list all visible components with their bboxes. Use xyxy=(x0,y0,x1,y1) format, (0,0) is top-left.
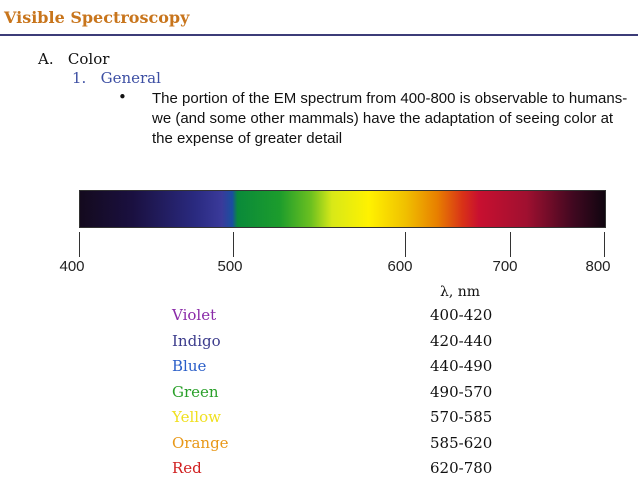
tick-mark-400 xyxy=(79,232,80,257)
tick-mark-600 xyxy=(405,232,406,257)
wavelength-range-orange: 585-620 xyxy=(430,433,493,452)
bullet-icon: • xyxy=(118,88,127,106)
color-name-green: Green xyxy=(172,382,219,401)
color-name-indigo: Indigo xyxy=(172,331,221,350)
tick-label-800: 800 xyxy=(585,258,611,275)
tick-label-700: 700 xyxy=(492,258,518,275)
title-divider xyxy=(0,34,638,36)
tick-mark-700 xyxy=(510,232,511,257)
outline-item-a: A. Color xyxy=(38,50,110,68)
color-name-yellow: Yellow xyxy=(172,408,221,426)
tick-mark-500 xyxy=(233,232,234,257)
wavelength-range-indigo: 420-440 xyxy=(430,331,493,350)
visible-spectrum-bar xyxy=(79,190,606,228)
color-name-orange: Orange xyxy=(172,433,229,452)
slide-title: Visible Spectroscopy xyxy=(4,8,190,27)
wavelength-range-yellow: 570-585 xyxy=(430,408,493,426)
tick-label-600: 600 xyxy=(387,258,413,275)
wavelength-range-blue: 440-490 xyxy=(430,357,493,375)
outline-item-1: 1. General xyxy=(72,69,161,87)
tick-label-400: 400 xyxy=(59,258,85,275)
wavelength-header: λ, nm xyxy=(440,284,481,300)
tick-label-500: 500 xyxy=(217,258,243,275)
color-name-red: Red xyxy=(172,459,202,477)
color-name-violet: Violet xyxy=(172,306,217,324)
wavelength-range-green: 490-570 xyxy=(430,382,493,401)
tick-mark-800 xyxy=(604,232,605,257)
wavelength-range-violet: 400-420 xyxy=(430,306,493,324)
wavelength-range-red: 620-780 xyxy=(430,459,493,477)
bullet-text: The portion of the EM spectrum from 400-… xyxy=(152,90,628,147)
color-name-blue: Blue xyxy=(172,357,207,375)
